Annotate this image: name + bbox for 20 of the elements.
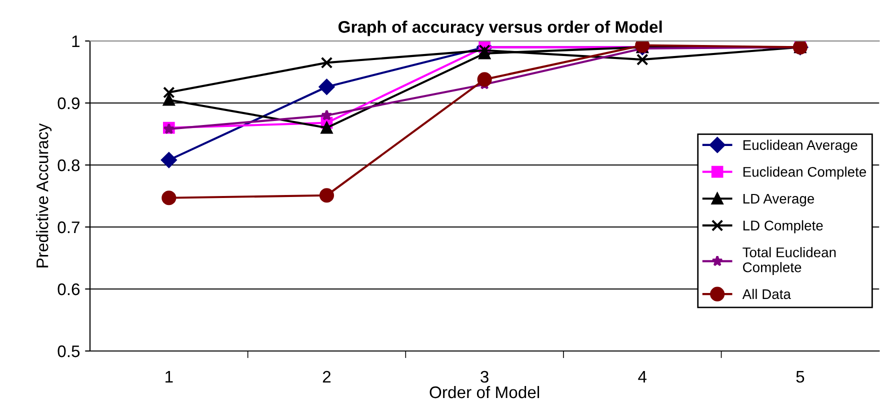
y-tick-label: 1 [72, 36, 80, 48]
legend-label: Euclidean Average [743, 140, 858, 153]
legend-label: All Data [742, 288, 791, 300]
x-tick-label: 3 [480, 370, 488, 383]
y-tick-label: 0.6 [58, 283, 80, 296]
y-tick-label: 0.8 [58, 159, 80, 172]
x-tick-label: 4 [638, 371, 647, 383]
x-tick-label: 2 [322, 370, 331, 383]
x-tick-label: 5 [796, 371, 804, 383]
legend-label: Total Euclidean Complete [742, 247, 836, 276]
x-tick-label: 1 [166, 371, 173, 383]
x-axis-title: Order of Model [430, 386, 540, 398]
y-tick-label: 0.7 [58, 221, 80, 234]
legend-label: LD Average [743, 194, 814, 206]
chart-title: Graph of accuracy versus order of Model [338, 20, 662, 36]
y-tick-label: 0.5 [58, 345, 80, 358]
legend-label: Euclidean Complete [743, 166, 866, 180]
y-tick-label: 0.9 [58, 97, 80, 110]
y-axis-title: Predictive Accuracy [36, 123, 52, 268]
legend-label: LD Complete [743, 220, 823, 234]
